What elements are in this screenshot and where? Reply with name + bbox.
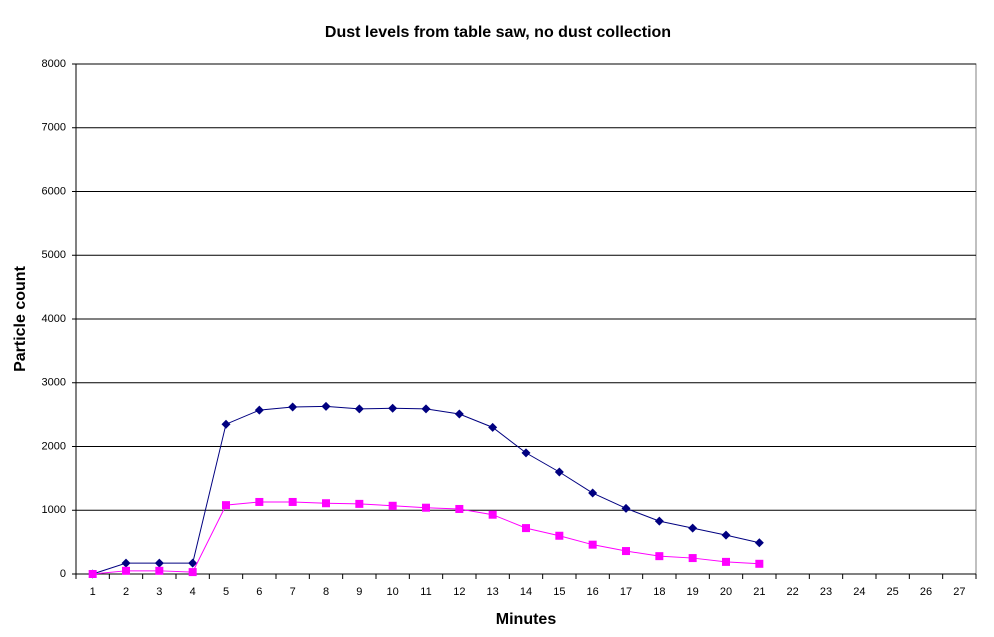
y-tick-label: 1000 <box>42 504 66 516</box>
x-tick-label: 18 <box>653 586 665 598</box>
x-tick-label: 21 <box>753 586 765 598</box>
y-tick-label: 6000 <box>42 185 66 197</box>
data-point <box>122 566 130 575</box>
data-point <box>588 488 598 498</box>
data-point <box>155 566 164 575</box>
y-tick-label: 8000 <box>42 58 66 70</box>
data-point <box>488 510 497 519</box>
x-tick-label: 23 <box>820 586 832 598</box>
data-point <box>388 501 397 510</box>
x-tick-label: 10 <box>387 586 399 598</box>
x-tick-label: 26 <box>920 586 932 598</box>
x-tick-label: 6 <box>256 586 262 598</box>
data-point <box>355 499 364 508</box>
x-tick-label: 13 <box>487 586 499 598</box>
data-point <box>121 558 131 568</box>
x-tick-label: 27 <box>953 586 965 598</box>
data-point <box>354 404 364 414</box>
data-point <box>488 422 498 432</box>
x-tick-label: 4 <box>190 586 196 598</box>
data-point <box>421 404 431 414</box>
data-point <box>688 523 698 533</box>
x-tick-label: 1 <box>90 586 96 598</box>
data-point <box>222 501 230 510</box>
y-tick-label: 7000 <box>42 122 66 134</box>
y-tick-label: 0 <box>60 568 66 580</box>
data-point <box>322 499 330 508</box>
y-tick-label: 5000 <box>42 249 66 261</box>
data-point <box>88 570 97 578</box>
x-tick-label: 9 <box>356 586 362 598</box>
y-tick-label: 3000 <box>42 377 66 389</box>
x-tick-label: 12 <box>453 586 465 598</box>
data-point <box>455 504 464 513</box>
data-point <box>622 547 630 556</box>
data-point <box>188 558 198 568</box>
data-point <box>521 448 531 458</box>
x-tick-label: 14 <box>520 586 532 598</box>
x-tick-label: 3 <box>156 586 162 598</box>
x-tick-label: 22 <box>787 586 799 598</box>
x-tick-label: 20 <box>720 586 732 598</box>
chart-title: Dust levels from table saw, no dust coll… <box>325 24 671 41</box>
data-point <box>454 409 464 419</box>
data-point <box>255 497 264 506</box>
x-tick-label: 15 <box>553 586 565 598</box>
x-tick-label: 19 <box>687 586 699 598</box>
x-tick-label: 8 <box>323 586 329 598</box>
data-point <box>388 403 398 413</box>
data-point <box>721 530 731 540</box>
data-point <box>288 497 297 506</box>
y-axis-label: Particle count <box>12 265 29 371</box>
x-tick-label: 25 <box>887 586 899 598</box>
data-point <box>655 552 664 561</box>
data-point <box>188 568 197 577</box>
x-tick-label: 17 <box>620 586 632 598</box>
data-point <box>154 558 164 568</box>
data-point <box>754 538 764 548</box>
x-tick-label: 11 <box>420 586 431 598</box>
data-point <box>654 516 664 526</box>
x-tick-label: 5 <box>223 586 229 598</box>
data-point <box>254 405 264 415</box>
data-point <box>221 419 231 429</box>
x-tick-label: 16 <box>587 586 599 598</box>
data-point <box>722 557 730 566</box>
data-point <box>588 540 597 549</box>
y-tick-label: 4000 <box>42 313 66 325</box>
data-point <box>555 531 564 540</box>
x-tick-label: 24 <box>853 586 865 598</box>
data-point <box>422 503 430 512</box>
x-tick-label: 2 <box>123 586 129 598</box>
data-point <box>522 524 530 533</box>
data-point <box>321 401 331 411</box>
data-point <box>554 467 564 477</box>
data-point <box>288 402 298 412</box>
x-tick-label: 7 <box>290 586 296 598</box>
data-point <box>621 503 631 513</box>
data-point <box>688 554 697 563</box>
y-tick-label: 2000 <box>42 440 66 452</box>
data-point <box>755 559 764 568</box>
x-axis-label: Minutes <box>496 611 557 628</box>
